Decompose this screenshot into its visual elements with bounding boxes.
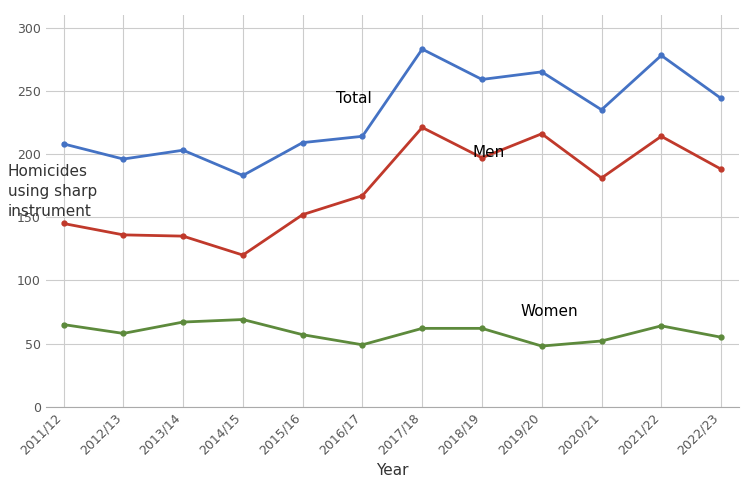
Text: Homicides
using sharp
instrument: Homicides using sharp instrument xyxy=(8,164,97,218)
Text: Women: Women xyxy=(521,304,578,319)
Text: Total: Total xyxy=(336,91,371,106)
Text: Men: Men xyxy=(473,144,505,160)
X-axis label: Year: Year xyxy=(376,463,409,478)
